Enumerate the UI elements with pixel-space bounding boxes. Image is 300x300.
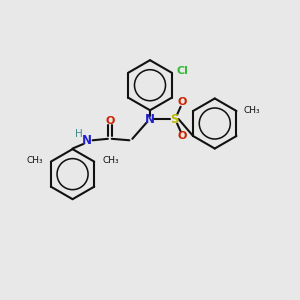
Text: S: S	[170, 112, 178, 126]
Text: Cl: Cl	[177, 66, 189, 76]
Text: N: N	[145, 112, 155, 126]
Text: CH₃: CH₃	[103, 156, 119, 165]
Text: O: O	[177, 131, 187, 141]
Text: O: O	[177, 97, 187, 107]
Text: CH₃: CH₃	[26, 156, 43, 165]
Text: H: H	[75, 129, 83, 139]
Text: CH₃: CH₃	[244, 106, 260, 116]
Text: N: N	[82, 134, 92, 147]
Text: O: O	[106, 116, 115, 126]
